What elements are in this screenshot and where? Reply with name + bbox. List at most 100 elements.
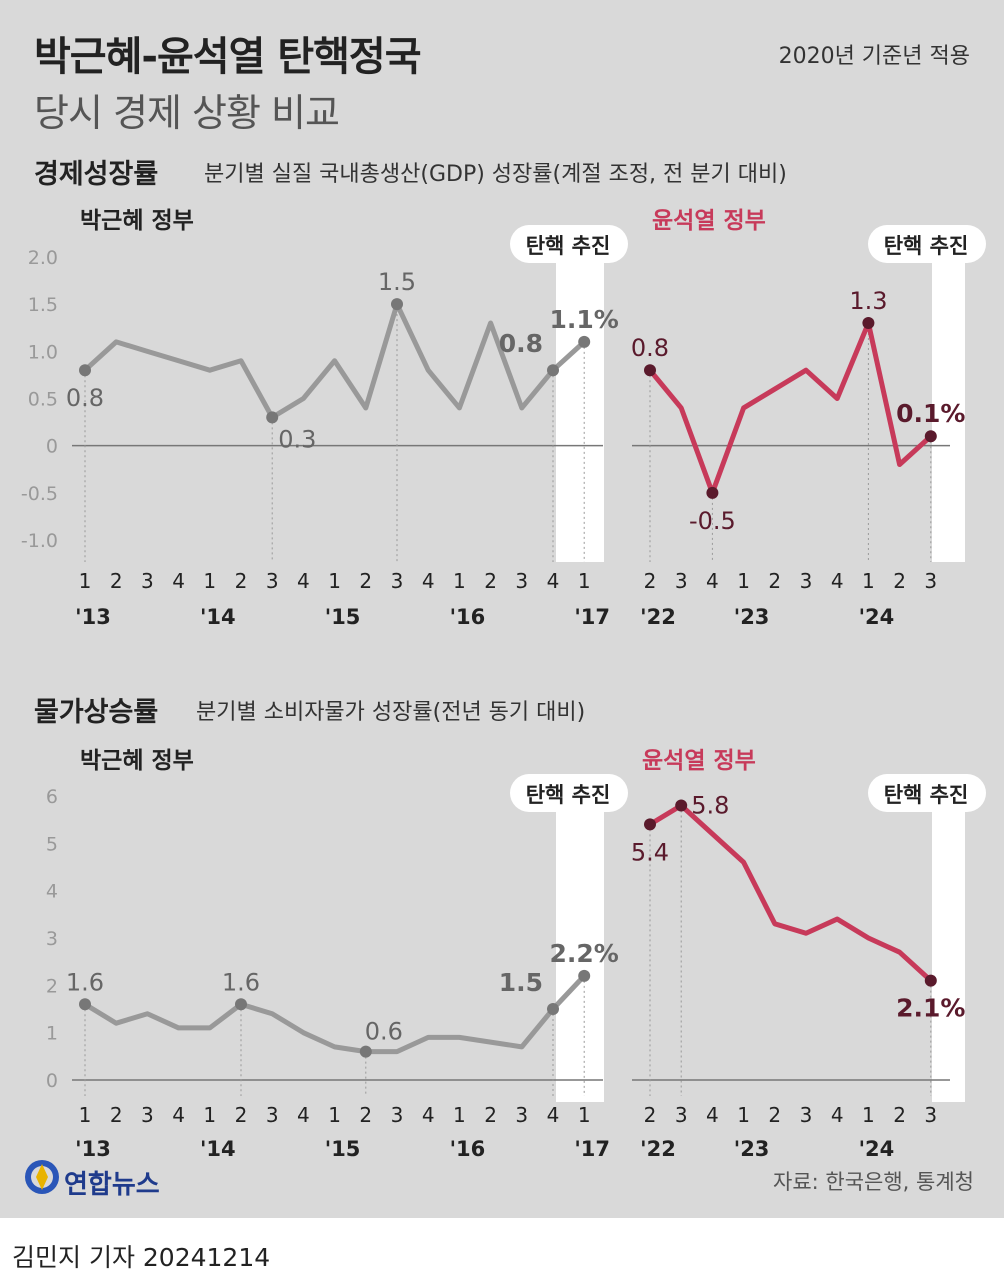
data-point: [578, 335, 591, 348]
year-label: '14: [200, 1137, 236, 1161]
government-label: 박근혜 정부: [80, 208, 194, 234]
government-label: 윤석열 정부: [652, 208, 766, 234]
gdp-section-subtitle: 분기별 실질 국내총생산(GDP) 성장률(계절 조정, 전 분기 대비): [204, 162, 787, 187]
x-tick-label: 2: [110, 569, 123, 593]
x-tick-label: 4: [706, 1103, 719, 1127]
data-label: 5.8: [691, 791, 729, 819]
x-tick-label: 2: [235, 569, 248, 593]
main-subtitle: 당시 경제 상황 비교: [34, 91, 340, 135]
x-tick-label: 1: [737, 1103, 750, 1127]
x-tick-label: 3: [141, 1103, 154, 1127]
x-tick-label: 3: [141, 569, 154, 593]
data-label: 5.4: [631, 838, 669, 866]
data-label: 1.6: [66, 968, 104, 996]
y-tick-label: 2: [46, 975, 58, 997]
data-point: [547, 364, 559, 377]
data-point: [578, 969, 591, 982]
year-label: '23: [734, 605, 770, 629]
series-line: [647, 320, 934, 496]
x-tick-label: 2: [359, 569, 372, 593]
data-label: 1.5: [378, 268, 416, 296]
data-point: [924, 974, 937, 987]
y-tick-label: 0: [46, 436, 58, 458]
data-label: 0.3: [278, 425, 316, 453]
x-tick-label: 1: [328, 569, 341, 593]
x-tick-label: 2: [484, 1103, 497, 1127]
impeach-tag-bg: [868, 225, 986, 263]
year-label: '22: [640, 1137, 676, 1161]
impeach-tag-bg: [510, 774, 628, 812]
x-tick-label: 2: [893, 569, 906, 593]
y-tick-label: 1: [46, 1023, 58, 1045]
byline: 김민지 기자 20241214: [12, 1243, 271, 1272]
x-tick-label: 2: [235, 1103, 248, 1127]
x-tick-label: 1: [862, 569, 875, 593]
x-tick-label: 2: [359, 1103, 372, 1127]
x-tick-label: 1: [328, 1103, 341, 1127]
yonhap-logo-icon: [25, 1160, 59, 1194]
impeach-tag: 탄핵 추진: [510, 225, 628, 263]
data-point: [924, 430, 937, 443]
data-point: [359, 1045, 372, 1058]
impeach-tag-bg: [868, 774, 986, 812]
data-label: 1.6: [222, 968, 260, 996]
government-label: 박근혜 정부: [80, 748, 194, 774]
year-label: '24: [859, 605, 895, 629]
y-tick-label: 1.5: [28, 294, 58, 316]
data-label: -0.5: [689, 507, 736, 535]
data-point: [391, 298, 403, 311]
year-label: '17: [574, 605, 610, 629]
x-tick-label: 2: [110, 1103, 123, 1127]
impeach-tag: 탄핵 추진: [510, 774, 628, 812]
x-tick-label: 1: [79, 1103, 92, 1127]
x-tick-label: 1: [578, 1103, 591, 1127]
x-tick-label: 1: [203, 1103, 216, 1127]
x-tick-label: 4: [172, 1103, 185, 1127]
x-tick-label: 2: [768, 1103, 781, 1127]
impeach-tag-label: 탄핵 추진: [526, 783, 611, 807]
x-tick-label: 3: [391, 1103, 404, 1127]
infographic-panel: [0, 0, 1004, 1218]
data-point: [547, 1003, 559, 1015]
data-label: 2.1%: [896, 994, 965, 1023]
data-label: 0.8: [631, 334, 669, 362]
data-point: [235, 998, 247, 1011]
x-tick-label: 4: [297, 1103, 310, 1127]
y-tick-label: 6: [46, 786, 58, 808]
impeach-highlight-band: [556, 776, 604, 1102]
x-tick-label: 2: [644, 569, 657, 593]
cpi-section-subtitle: 분기별 소비자물가 성장률(전년 동기 대비): [196, 700, 586, 725]
data-point: [644, 364, 656, 377]
y-tick-label: 2.0: [28, 247, 58, 269]
x-tick-label: 4: [831, 1103, 844, 1127]
year-label: '15: [325, 1137, 361, 1161]
gdp-section-title: 경제성장률: [34, 159, 159, 190]
logo-text: 연합뉴스: [64, 1170, 160, 1200]
base-year-note: 2020년 기준년 적용: [778, 44, 970, 69]
x-tick-label: 4: [172, 569, 185, 593]
x-tick-label: 4: [297, 569, 310, 593]
series-line: [82, 973, 587, 1055]
year-label: '22: [640, 605, 676, 629]
y-tick-label: 0.5: [28, 389, 58, 411]
data-point: [644, 818, 656, 831]
x-tick-label: 2: [768, 569, 781, 593]
y-tick-label: 3: [46, 928, 58, 950]
x-tick-label: 4: [422, 1103, 435, 1127]
year-label: '14: [200, 605, 236, 629]
data-label: 1.5: [499, 968, 543, 997]
y-tick-label: -0.5: [21, 483, 58, 505]
impeach-tag-bg: [510, 225, 628, 263]
data-point: [675, 799, 688, 812]
x-tick-label: 3: [675, 1103, 688, 1127]
impeach-highlight-band: [932, 237, 965, 562]
year-label: '13: [75, 1137, 111, 1161]
government-label: 윤석열 정부: [642, 748, 756, 774]
y-tick-label: 4: [46, 881, 58, 903]
data-label: 2.2%: [550, 939, 619, 968]
data-point: [266, 411, 279, 424]
x-tick-label: 4: [547, 569, 560, 593]
